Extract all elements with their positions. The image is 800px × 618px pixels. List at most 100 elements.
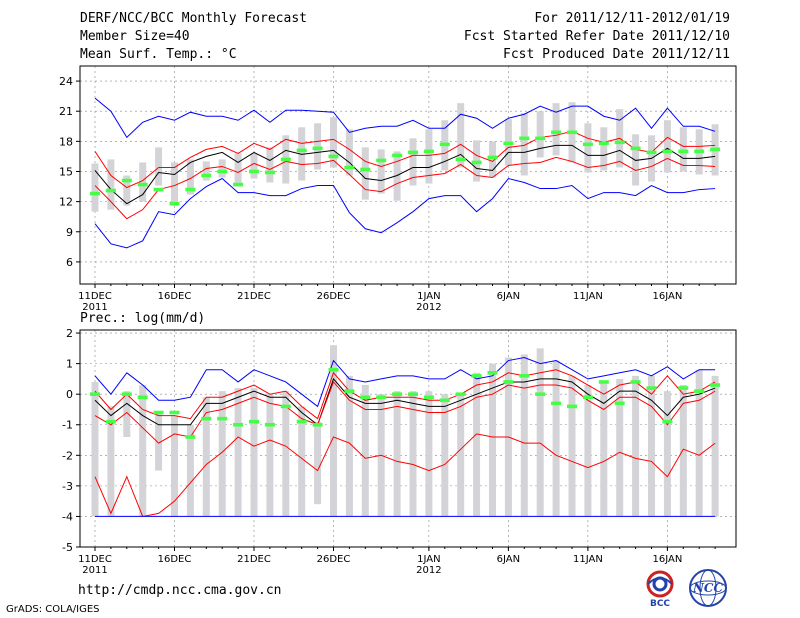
ensemble-box (568, 375, 576, 517)
y-tick-label: 21 (59, 105, 73, 118)
ensemble-box (552, 360, 560, 517)
observed-marker (582, 395, 593, 400)
observed-marker (344, 389, 355, 393)
ensemble-box (489, 141, 496, 178)
observed-marker (376, 158, 387, 163)
series-min-line (94, 177, 716, 249)
observed-marker (694, 389, 705, 393)
ensemble-box (695, 369, 703, 517)
ensemble-box (330, 117, 337, 168)
ensemble-box (520, 354, 528, 517)
observed-marker (487, 370, 498, 375)
observed-marker (408, 392, 418, 396)
series-mean-line (94, 144, 716, 205)
ensemble-box (155, 147, 163, 186)
observed-marker (662, 419, 673, 424)
y-tick-label: 24 (59, 75, 73, 88)
x-tick-label: 26DEC (317, 291, 351, 302)
observed-marker (105, 419, 116, 424)
ensemble-box (679, 127, 687, 172)
source-url[interactable]: http://cmdp.ncc.cma.gov.cn (78, 583, 282, 598)
observed-marker (710, 147, 721, 152)
chart-title: DERF/NCC/BCC Monthly Forecast (80, 11, 307, 26)
observed-marker (328, 367, 339, 372)
x-year-label: 2011 (82, 565, 107, 576)
y-tick-label: 0 (66, 388, 73, 401)
y-tick-label: -4 (62, 510, 73, 523)
observed-marker (710, 383, 721, 387)
member-size: Member Size=40 (80, 29, 190, 44)
observed-marker (614, 140, 625, 145)
ensemble-box (171, 162, 178, 206)
observed-marker (535, 136, 546, 141)
observed-marker (439, 142, 450, 147)
ensemble-box (266, 394, 274, 517)
observed-marker (519, 374, 530, 378)
ensemble-box (457, 103, 465, 168)
observed-marker (121, 392, 132, 396)
observed-marker (392, 153, 403, 158)
observed-marker (233, 422, 244, 427)
ensemble-box (91, 381, 99, 517)
forecast-start-date: Fcst Started Refer Date 2011/12/10 (463, 29, 730, 44)
ensemble-box (600, 127, 608, 171)
y-tick-label: 9 (66, 226, 73, 239)
ensemble-box (330, 345, 337, 517)
observed-marker (137, 395, 148, 400)
observed-marker (471, 160, 482, 165)
observed-marker (217, 169, 228, 174)
observed-marker (567, 130, 577, 135)
series-max-line (94, 356, 716, 408)
ensemble-box (202, 161, 210, 181)
ensemble-box (345, 375, 353, 517)
x-tick-label: 26DEC (317, 554, 351, 565)
observed-marker (519, 136, 530, 141)
x-tick-label: 6JAN (497, 554, 520, 565)
y-tick-label: 2 (66, 327, 73, 340)
observed-marker (694, 149, 705, 154)
observed-marker (217, 416, 228, 421)
observed-marker (408, 150, 418, 155)
observed-marker (296, 148, 307, 153)
observed-marker (233, 182, 244, 187)
ensemble-box (314, 421, 322, 505)
observed-marker (264, 170, 275, 175)
x-tick-label: 16JAN (652, 554, 682, 565)
ensemble-box (107, 406, 115, 517)
observed-marker (296, 419, 307, 424)
ensemble-box (155, 412, 163, 471)
observed-marker (503, 380, 514, 384)
observed-marker (153, 410, 164, 415)
observed-marker (312, 422, 323, 427)
forecast-period: For 2011/12/11-2012/01/19 (534, 11, 730, 26)
ensemble-box (266, 147, 274, 183)
observed-marker (90, 191, 100, 196)
observed-marker (535, 392, 546, 396)
observed-marker (646, 386, 657, 390)
observed-marker (423, 149, 434, 154)
observed-marker (169, 201, 180, 206)
ensemble-box (616, 378, 624, 517)
ensemble-box (663, 391, 671, 517)
observed-marker (551, 130, 562, 135)
ensemble-box (298, 406, 306, 517)
x-year-label: 2012 (416, 302, 441, 313)
observed-marker (455, 392, 466, 396)
observed-marker (344, 165, 355, 170)
ensemble-box (425, 391, 433, 517)
observed-marker (487, 155, 498, 160)
observed-marker (582, 142, 593, 147)
ensemble-box (345, 129, 353, 176)
ensemble-box (409, 138, 417, 186)
ensemble-box (679, 385, 687, 517)
observed-marker (598, 380, 609, 384)
x-tick-label: 11JAN (573, 554, 603, 565)
observed-marker (598, 141, 609, 146)
ensemble-box (361, 385, 369, 517)
plot-frame (79, 65, 737, 285)
observed-marker (201, 416, 212, 421)
ensemble-box (218, 159, 226, 178)
observed-marker (360, 395, 371, 400)
ensemble-box (648, 375, 655, 517)
